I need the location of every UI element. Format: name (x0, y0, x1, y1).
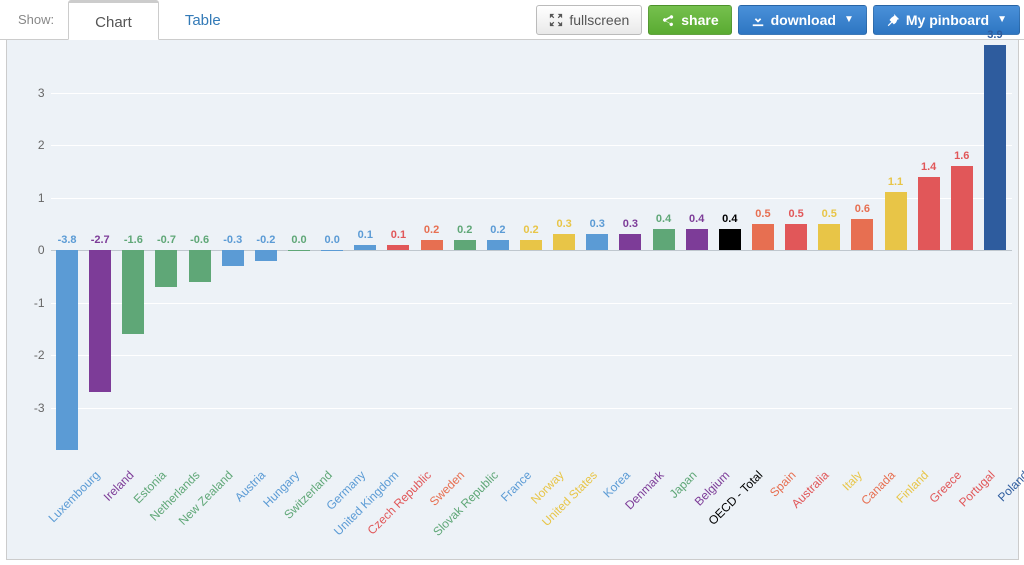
share-icon (661, 13, 675, 27)
tab-chart[interactable]: Chart (68, 0, 159, 40)
bar[interactable] (520, 240, 542, 251)
bar[interactable] (885, 192, 907, 250)
bar[interactable] (189, 250, 211, 282)
bar[interactable] (851, 219, 873, 251)
x-tick-label: Canada (859, 468, 899, 508)
bar[interactable] (354, 245, 376, 250)
y-tick-label: 3 (7, 86, 45, 100)
bar[interactable] (785, 224, 807, 250)
y-tick-label: 1 (7, 191, 45, 205)
fullscreen-button[interactable]: fullscreen (536, 5, 642, 35)
pinboard-label: My pinboard (906, 12, 989, 28)
download-icon (751, 13, 765, 27)
chart-area: -3 -2 -1 0 1 2 3 -3.8-2.7-1.6-0.7-0.6-0.3-0.20.… (6, 40, 1019, 560)
x-tick-label: Poland (994, 468, 1024, 504)
bar-value-label: 3.9 (975, 29, 1015, 41)
y-tick-label: -2 (7, 348, 45, 362)
x-tick-label: Finland (894, 468, 932, 506)
bar[interactable] (155, 250, 177, 287)
fullscreen-label: fullscreen (569, 12, 629, 28)
bar[interactable] (222, 250, 244, 266)
bar[interactable] (321, 250, 343, 251)
toolbar: Show: Chart Table fullscreen share downl… (0, 0, 1024, 40)
y-tick-label: 0 (7, 243, 45, 257)
share-label: share (681, 12, 718, 28)
bar[interactable] (719, 229, 741, 250)
bar[interactable] (122, 250, 144, 334)
bar-value-label: 0.6 (842, 203, 882, 215)
bar[interactable] (387, 245, 409, 250)
bar[interactable] (288, 250, 310, 251)
share-button[interactable]: share (648, 5, 731, 35)
x-tick-label: Italy (840, 468, 865, 493)
fullscreen-icon (549, 13, 563, 27)
bar[interactable] (487, 240, 509, 251)
bar-value-label: 1.6 (942, 150, 982, 162)
x-tick-label: France (497, 468, 533, 504)
y-tick-label: 2 (7, 138, 45, 152)
download-button[interactable]: download ▼ (738, 5, 867, 35)
bar[interactable] (454, 240, 476, 251)
bar[interactable] (255, 250, 277, 261)
bar-value-label: 1.4 (909, 161, 949, 173)
show-label: Show: (4, 12, 68, 27)
x-tick-label: Portugal (956, 468, 998, 510)
plot: -3 -2 -1 0 1 2 3 -3.8-2.7-1.6-0.7-0.6-0.3-0.20.… (7, 40, 1018, 460)
bar[interactable] (586, 234, 608, 250)
bar[interactable] (553, 234, 575, 250)
chevron-down-icon: ▼ (844, 14, 854, 25)
bar[interactable] (686, 229, 708, 250)
pin-icon (886, 13, 900, 27)
bar-value-label: 1.1 (876, 176, 916, 188)
bar[interactable] (752, 224, 774, 250)
bar[interactable] (918, 177, 940, 251)
x-tick-label: Luxembourg (46, 468, 103, 525)
bars: -3.8-2.7-1.6-0.7-0.6-0.3-0.20.00.00.10.1… (51, 40, 1012, 460)
y-tick-label: -1 (7, 296, 45, 310)
bar[interactable] (421, 240, 443, 251)
tab-table[interactable]: Table (159, 0, 247, 40)
bar[interactable] (619, 234, 641, 250)
bar[interactable] (89, 250, 111, 392)
bar[interactable] (56, 250, 78, 450)
bar[interactable] (951, 166, 973, 250)
bar[interactable] (653, 229, 675, 250)
y-tick-label: -3 (7, 401, 45, 415)
download-label: download (771, 12, 836, 28)
chevron-down-icon: ▼ (997, 14, 1007, 25)
x-axis-labels: LuxembourgIrelandEstoniaNetherlandsNew Z… (51, 462, 1012, 558)
bar[interactable] (984, 45, 1006, 250)
x-tick-label: Ireland (100, 468, 136, 504)
bar[interactable] (818, 224, 840, 250)
